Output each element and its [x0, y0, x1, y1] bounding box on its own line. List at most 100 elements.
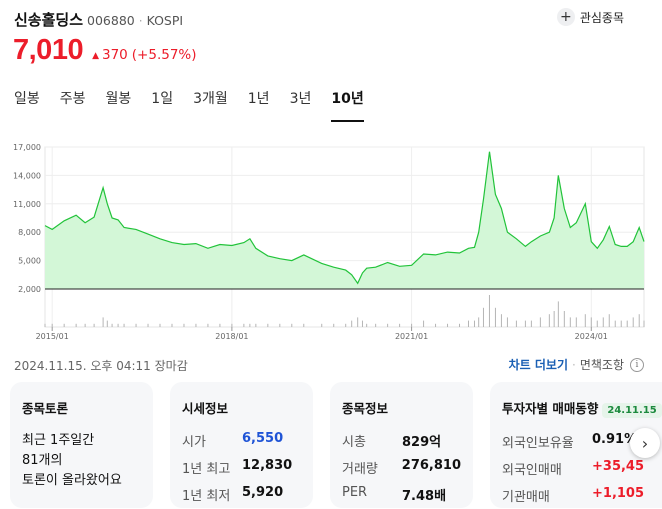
tab-daily[interactable]: 일봉: [14, 91, 40, 107]
tab-10years[interactable]: 10년: [331, 88, 364, 122]
y-tick-label: 14,000: [13, 171, 41, 180]
y-tick-label: 2,000: [18, 285, 41, 294]
volume-bar: [387, 323, 389, 327]
volume-value: 276,810: [401, 458, 461, 473]
chart-links: 차트 더보기 · 면책조항 i: [509, 356, 644, 373]
volume-bar: [357, 317, 359, 327]
investor-trend-card[interactable]: 투자자별 매매동향 24.11.15 외국인보유율 0.91% 외국인매매 +35…: [490, 382, 662, 508]
x-tick-label: 2015/01: [36, 332, 69, 341]
price-area-fill: [45, 151, 644, 289]
volume-bar: [515, 320, 517, 327]
market-cap-row: 시총 829억: [342, 431, 461, 450]
price-chart[interactable]: 17,000 14,000 11,000 8,000 5,000 2,000 2015/01…: [0, 135, 662, 345]
volume-bar: [291, 323, 293, 327]
stock-name[interactable]: 신송홀딩스: [14, 11, 84, 29]
volume-bar: [366, 323, 368, 327]
tab-monthly[interactable]: 월봉: [105, 91, 132, 107]
volume-label: 거래량: [342, 462, 378, 477]
tab-3months[interactable]: 3개월: [193, 91, 228, 107]
current-price: 7,010: [13, 34, 84, 66]
volume-bar: [219, 323, 221, 327]
tab-weekly[interactable]: 주봉: [59, 91, 86, 107]
header-dot: ·: [138, 14, 143, 28]
volume-bar: [75, 323, 77, 327]
volume-bar: [207, 323, 209, 327]
volume-bar: [524, 320, 526, 327]
volume-bar: [171, 323, 173, 327]
volume-bar: [84, 323, 86, 327]
per-label: PER: [342, 485, 368, 500]
board-card[interactable]: 종목토론 최근 1주일간 81개의 토론이 올라왔어요: [10, 382, 153, 508]
disclaimer-link[interactable]: 면책조항: [579, 358, 624, 372]
volume-bar: [321, 323, 323, 327]
volume-bar: [117, 323, 119, 327]
change-amount: 370: [102, 47, 128, 63]
volume-bar: [44, 323, 46, 327]
foreign-holding-value: 0.91%: [592, 432, 638, 447]
foreign-holding-row: 외국인보유율 0.91%: [502, 432, 650, 451]
change-percent: (+5.57%): [131, 47, 197, 63]
year-low-value: 5,920: [242, 485, 284, 500]
volume-bar: [596, 320, 598, 327]
board-card-title: 종목토론: [22, 401, 69, 416]
board-line-1: 최근 1주일간: [22, 433, 95, 448]
open-price-label: 시가: [182, 435, 206, 450]
volume-bar: [563, 311, 565, 327]
volume-bar: [638, 314, 640, 327]
volume-bar: [93, 323, 95, 327]
y-tick-label: 17,000: [13, 143, 41, 152]
add-watchlist-button[interactable]: + 관심종목: [556, 8, 624, 26]
volume-bar: [243, 323, 245, 327]
volume-bar: [423, 320, 425, 327]
y-tick-label: 5,000: [18, 257, 41, 266]
volume-bar: [626, 320, 628, 327]
tab-1year[interactable]: 1년: [247, 91, 270, 107]
volume-bar: [584, 314, 586, 327]
x-tick-label: 2024/01: [575, 332, 608, 341]
next-card-button[interactable]: ›: [630, 428, 660, 458]
volume-bar: [123, 323, 125, 327]
volume-bar: [106, 320, 108, 327]
update-timestamp: 2024.11.15. 오후 04:11 장마감: [14, 359, 188, 373]
volume-bar: [530, 320, 532, 327]
volume-bar: [575, 317, 577, 327]
volume-bar: [375, 323, 377, 327]
stock-header: 신송홀딩스 006880 · KOSPI: [14, 9, 183, 29]
volume-bar: [614, 320, 616, 327]
volume-bar: [351, 320, 353, 327]
volume-bar: [602, 317, 604, 327]
chart-meta-row: 2024.11.15. 오후 04:11 장마감 차트 더보기 · 면책조항 i: [14, 356, 644, 374]
volume-bar: [467, 320, 469, 327]
tab-1day[interactable]: 1일: [151, 91, 174, 107]
chart-more-link[interactable]: 차트 더보기: [508, 358, 568, 372]
market-card-title: 시세정보: [182, 401, 229, 416]
volume-bar: [51, 323, 53, 327]
volume-bar: [345, 323, 347, 327]
volume-bar: [255, 323, 257, 327]
info-card-title: 종목정보: [342, 401, 389, 416]
tab-3years[interactable]: 3년: [289, 91, 312, 107]
foreign-holding-label: 외국인보유율: [502, 436, 574, 451]
volume-bar: [506, 317, 508, 327]
volume-bar: [459, 323, 461, 327]
stock-code: 006880: [87, 13, 135, 28]
foreign-trade-value: +35,45: [592, 459, 645, 474]
x-tick-label: 2018/01: [215, 332, 248, 341]
market-cap-value: 829억: [402, 435, 442, 450]
price-row: 7,010 ▲ 370 (+5.57%): [13, 34, 197, 67]
volume-bar: [553, 311, 555, 327]
volume-bar: [231, 323, 233, 327]
board-line-3: 토론이 올라왔어요: [22, 473, 122, 488]
investor-card-title-text: 투자자별 매매동향: [502, 401, 599, 416]
volume-bar: [557, 301, 559, 327]
market-info-card[interactable]: 시세정보 시가 6,550 1년 최고 12,830 1년 최저 5,920: [170, 382, 313, 508]
watchlist-label: 관심종목: [579, 10, 624, 25]
volume-bar: [447, 323, 449, 327]
volume-bar: [435, 323, 437, 327]
volume-bar: [183, 323, 185, 327]
x-tick-label: 2021/01: [395, 332, 428, 341]
year-low-label: 1년 최저: [182, 489, 231, 504]
stock-info-card[interactable]: 종목정보 시총 829억 거래량 276,810 PER 7.48배: [330, 382, 473, 508]
volume-bar: [539, 317, 541, 327]
info-icon[interactable]: i: [630, 357, 644, 372]
